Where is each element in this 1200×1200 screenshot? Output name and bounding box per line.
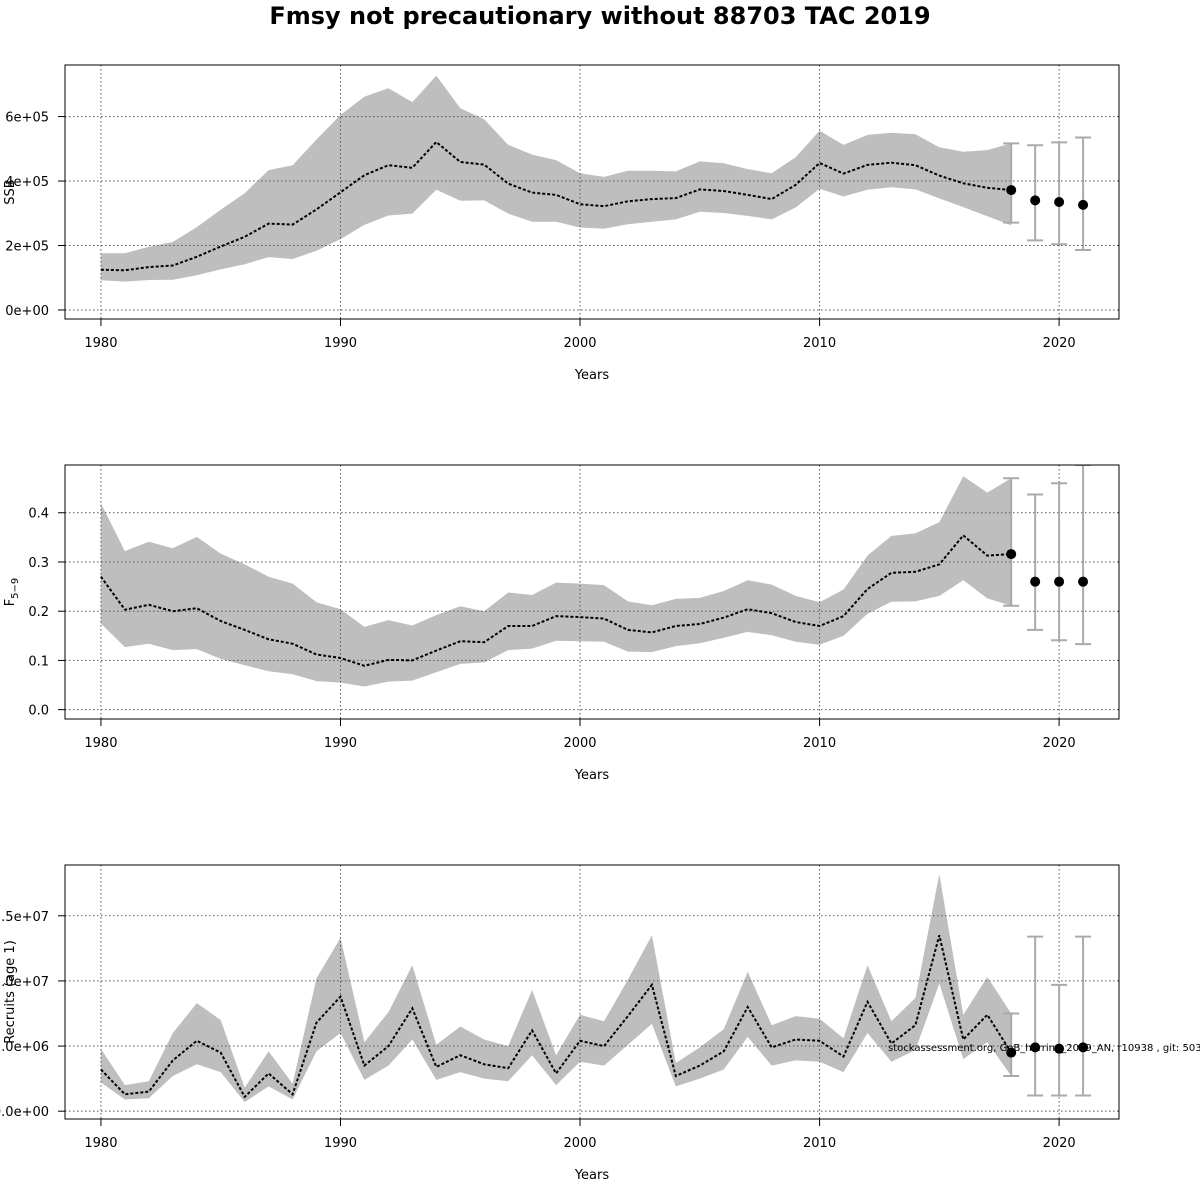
y-tick-label: 0.4 — [28, 507, 49, 522]
confidence-band — [100, 476, 1012, 687]
x-tick-label: 2000 — [563, 336, 596, 351]
x-tick-label: 1990 — [324, 1136, 357, 1151]
chart-panels: 1980 1990 2000 2010 2020 0e+00 2e+05 4e+05 6e+05… — [0, 64, 1120, 1183]
y-tick-label: 1.0e+07 — [0, 975, 49, 990]
y-tick-label: 6e+05 — [5, 111, 49, 126]
estimate-line — [100, 533, 1012, 667]
forecast-point — [1054, 1043, 1065, 1054]
footnote-text: stockassessment.org, GoB_herring_2019_AN… — [888, 1043, 1200, 1054]
forecast-errorbar — [1003, 142, 1020, 224]
forecast-point — [1030, 576, 1041, 587]
estimate-line — [100, 140, 1012, 272]
panel-ssb: 1980 1990 2000 2010 2020 0e+00 2e+05 4e+05 6e+05… — [3, 64, 1120, 383]
y-tick-label: 0.3 — [28, 556, 49, 571]
y-axis-label: SSB — [3, 179, 18, 204]
x-tick-label: 2000 — [563, 736, 596, 751]
plot-frame — [64, 864, 1120, 1120]
y-axis-label: F5−9 — [3, 578, 21, 607]
plot-area — [65, 465, 1119, 719]
x-tick-label: 1980 — [84, 1136, 117, 1151]
y-tick-label: 1.5e+07 — [0, 910, 49, 925]
plot-frame — [64, 64, 1120, 320]
forecast-errorbar — [1027, 935, 1044, 1097]
confidence-band — [100, 75, 1012, 282]
forecast-point — [1030, 195, 1041, 206]
y-axis-label: Recruits (age 1) — [3, 940, 18, 1044]
plot-area — [65, 65, 1119, 319]
forecast-point — [1006, 1047, 1017, 1058]
panel-recruits: 1980 1990 2000 2010 2020 0.0e+00 5.0e+06 1.0e+0… — [0, 864, 1120, 1183]
forecast-errorbar — [1051, 482, 1068, 642]
forecast-errorbar — [1003, 477, 1020, 607]
forecast-errorbar — [1075, 465, 1092, 646]
y-tick-label: 0.0 — [28, 704, 49, 719]
forecast-point — [1006, 185, 1017, 196]
x-axis-label: Years — [574, 1168, 610, 1183]
chart-title: Fmsy not precautionary without 88703 TAC… — [269, 2, 930, 30]
panel-fishing-mortality: 1980 1990 2000 2010 2020 0.0 0.1 0.2 0.3 0.4 Years… — [3, 464, 1120, 783]
forecast-point — [1078, 1042, 1089, 1053]
x-tick-label: 1990 — [324, 336, 357, 351]
y-tick-label: 0.0e+00 — [0, 1105, 49, 1120]
x-tick-label: 1980 — [84, 736, 117, 751]
forecast-errorbar — [1075, 935, 1092, 1097]
plot-frame — [64, 464, 1120, 720]
estimate-line — [100, 935, 1013, 1099]
forecast-errorbar — [1027, 144, 1044, 242]
y-tick-label: 0.2 — [28, 605, 49, 620]
x-tick-label: 2010 — [803, 736, 836, 751]
x-axis-label: Years — [574, 768, 610, 783]
forecast-errorbar — [1075, 136, 1092, 252]
y-axis-label-subscript: 5−9 — [10, 578, 21, 599]
confidence-band — [100, 874, 1012, 1103]
x-axis-label: Years — [574, 368, 610, 383]
forecast-errorbar — [1003, 1012, 1020, 1078]
forecast-point — [1078, 576, 1089, 587]
x-tick-label: 2020 — [1043, 1136, 1076, 1151]
y-tick-label: 4e+05 — [5, 175, 49, 190]
x-tick-label: 1980 — [84, 336, 117, 351]
x-tick-label: 1990 — [324, 736, 357, 751]
plot-area — [65, 865, 1119, 1119]
x-tick-label: 2010 — [803, 1136, 836, 1151]
forecast-point — [1030, 1042, 1041, 1053]
x-tick-label: 2010 — [803, 336, 836, 351]
y-tick-label: 5.0e+06 — [0, 1040, 49, 1055]
forecast-errorbar — [1027, 493, 1044, 631]
forecast-point — [1078, 199, 1089, 210]
y-tick-label: 2e+05 — [5, 240, 49, 255]
y-tick-label: 0e+00 — [5, 304, 49, 319]
forecast-errorbar — [1051, 141, 1068, 246]
x-tick-label: 2000 — [563, 1136, 596, 1151]
x-tick-label: 2020 — [1043, 736, 1076, 751]
y-tick-label: 0.1 — [28, 654, 49, 669]
x-tick-label: 2020 — [1043, 336, 1076, 351]
forecast-point — [1006, 549, 1017, 560]
forecast-point — [1054, 196, 1065, 207]
forecast-errorbar — [1051, 983, 1068, 1097]
forecast-point — [1054, 576, 1065, 587]
